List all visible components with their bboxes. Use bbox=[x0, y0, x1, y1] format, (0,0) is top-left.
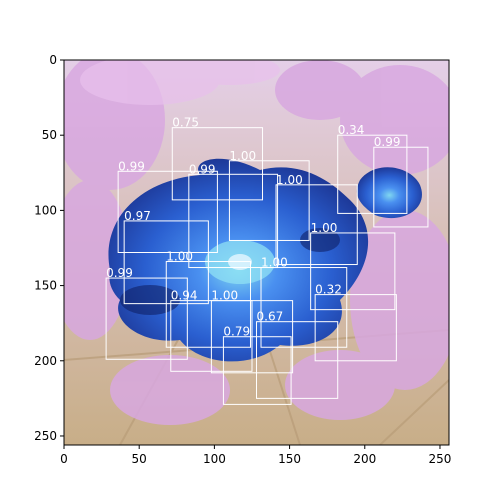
detection-box-rect bbox=[165, 261, 251, 348]
detection-box-rect bbox=[222, 336, 292, 405]
detection-box: 0.79 bbox=[222, 325, 292, 405]
detection-score-label: 0.97 bbox=[124, 209, 151, 223]
detection-box: 1.00 bbox=[260, 256, 348, 348]
y-tick-label: 50 bbox=[42, 128, 57, 142]
x-axis: 0 50 100 150 200 250 bbox=[60, 445, 451, 466]
detection-boxes: 0.75 0.34 0.99 0.99 0.99 1.00 1.00 0.97 1.00 0.99… bbox=[105, 116, 429, 405]
y-tick-label: 150 bbox=[34, 279, 57, 293]
photo bbox=[64, 60, 449, 445]
detection-box: 0.34 bbox=[337, 123, 408, 214]
detection-box-rect bbox=[275, 184, 358, 266]
detection-score-label: 0.99 bbox=[118, 159, 145, 173]
x-tick-label: 150 bbox=[278, 452, 301, 466]
y-axis: 0 50 100 150 200 250 bbox=[34, 53, 64, 443]
detection-score-label: 1.00 bbox=[261, 256, 288, 270]
detection-box-rect bbox=[260, 267, 348, 348]
detection-box: 0.67 bbox=[256, 310, 339, 399]
x-tick-label: 100 bbox=[203, 452, 226, 466]
detection-box: 1.00 bbox=[310, 221, 396, 311]
detection-score-label: 0.67 bbox=[257, 310, 284, 324]
detection-box: 0.99 bbox=[117, 159, 218, 253]
detection-box: 1.00 bbox=[228, 149, 310, 241]
detection-score-label: 0.75 bbox=[172, 116, 199, 130]
x-tick-label: 0 bbox=[60, 452, 68, 466]
detection-score-label: 1.00 bbox=[311, 221, 338, 235]
detection-score-label: 0.99 bbox=[189, 162, 216, 176]
detection-box-rect bbox=[117, 170, 218, 253]
detection-score-label: 1.00 bbox=[166, 250, 193, 264]
detection-score-label: 0.99 bbox=[374, 135, 401, 149]
detection-score-label: 0.99 bbox=[106, 266, 133, 280]
detection-score-label: 1.00 bbox=[276, 173, 303, 187]
detection-score-label: 0.32 bbox=[315, 283, 342, 297]
y-tick-label: 250 bbox=[34, 429, 57, 443]
detection-box: 0.99 bbox=[373, 135, 429, 228]
detection-score-label: 0.94 bbox=[171, 289, 198, 303]
detection-box-rect bbox=[256, 321, 339, 399]
axes-frame bbox=[63, 59, 450, 446]
detection-box-rect bbox=[228, 160, 310, 241]
detection-box: 1.00 bbox=[165, 250, 251, 348]
detection-box-rect bbox=[337, 134, 408, 214]
detection-box-rect bbox=[210, 300, 294, 374]
x-tick-label: 200 bbox=[353, 452, 376, 466]
y-tick-label: 200 bbox=[34, 354, 57, 368]
x-tick-label: 250 bbox=[429, 452, 452, 466]
y-tick-label: 0 bbox=[49, 53, 57, 67]
detection-score-label: 1.00 bbox=[211, 289, 238, 303]
detection-box-rect bbox=[314, 294, 397, 362]
detection-box: 1.00 bbox=[275, 173, 358, 266]
detection-box: 0.32 bbox=[314, 283, 397, 362]
detection-box: 0.99 bbox=[105, 266, 188, 360]
detection-score-label: 0.79 bbox=[223, 325, 250, 339]
detection-score-label: 1.00 bbox=[229, 149, 256, 163]
detection-score-label: 0.34 bbox=[338, 123, 365, 137]
detection-box-rect bbox=[373, 146, 429, 228]
detection-box-rect bbox=[310, 232, 396, 311]
detection-box-rect bbox=[105, 277, 188, 360]
detection-box: 1.00 bbox=[210, 289, 294, 374]
y-tick-label: 100 bbox=[34, 203, 57, 217]
x-tick-label: 50 bbox=[132, 452, 147, 466]
